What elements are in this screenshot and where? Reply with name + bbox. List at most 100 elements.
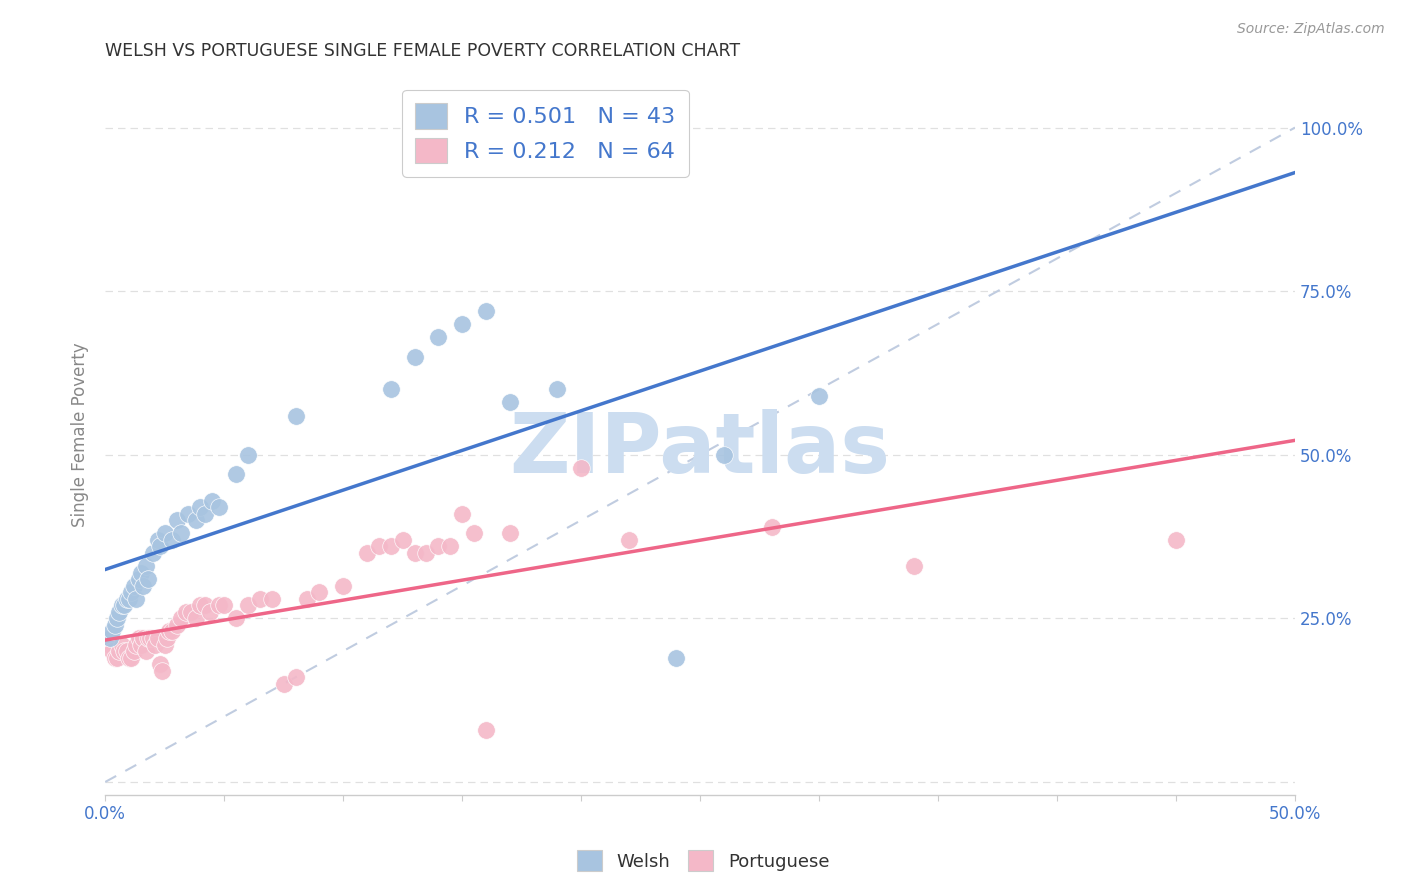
Point [105, 650, 128, 665]
Point [713, 448, 735, 462]
Point [225, 611, 247, 625]
Point [105, 611, 128, 625]
Point [153, 638, 176, 652]
Legend: Welsh, Portuguese: Welsh, Portuguese [569, 843, 837, 879]
Text: Source: ZipAtlas.com: Source: ZipAtlas.com [1237, 22, 1385, 37]
Point [108, 644, 131, 658]
Point [112, 644, 135, 658]
Point [208, 599, 231, 613]
Point [98, 631, 121, 645]
Point [135, 644, 157, 658]
Point [475, 723, 498, 737]
Point [308, 585, 330, 599]
Point [284, 409, 307, 423]
Point [1164, 533, 1187, 547]
Point [617, 533, 640, 547]
Point [146, 533, 169, 547]
Point [111, 599, 134, 613]
Point [146, 631, 169, 645]
Point [427, 330, 450, 344]
Point [101, 644, 124, 658]
Point [115, 644, 138, 658]
Point [190, 599, 212, 613]
Point [143, 638, 166, 652]
Point [156, 631, 179, 645]
Point [160, 533, 183, 547]
Point [98, 638, 121, 652]
Point [367, 540, 389, 554]
Point [451, 507, 474, 521]
Point [115, 591, 138, 606]
Point [142, 546, 165, 560]
Point [125, 638, 148, 652]
Point [356, 546, 378, 560]
Point [153, 526, 176, 541]
Point [198, 605, 221, 619]
Point [166, 513, 188, 527]
Point [225, 467, 247, 482]
Point [132, 579, 155, 593]
Point [170, 526, 193, 541]
Point [475, 303, 498, 318]
Text: WELSH VS PORTUGUESE SINGLE FEMALE POVERTY CORRELATION CHART: WELSH VS PORTUGUESE SINGLE FEMALE POVERT… [105, 42, 741, 60]
Point [104, 650, 127, 665]
Point [150, 664, 173, 678]
Point [332, 579, 354, 593]
Point [142, 631, 165, 645]
Point [569, 461, 592, 475]
Legend: R = 0.501   N = 43, R = 0.212   N = 64: R = 0.501 N = 43, R = 0.212 N = 64 [402, 90, 689, 177]
Point [149, 657, 172, 672]
Point [160, 624, 183, 639]
Point [112, 599, 135, 613]
Y-axis label: Single Female Poverty: Single Female Poverty [72, 343, 89, 527]
Point [139, 631, 162, 645]
Point [463, 526, 485, 541]
Point [108, 605, 131, 619]
Point [201, 493, 224, 508]
Point [122, 644, 145, 658]
Point [170, 611, 193, 625]
Point [129, 566, 152, 580]
Point [194, 507, 217, 521]
Point [284, 670, 307, 684]
Point [380, 382, 402, 396]
Point [120, 585, 142, 599]
Point [184, 611, 207, 625]
Point [427, 540, 450, 554]
Point [212, 599, 235, 613]
Point [122, 579, 145, 593]
Point [439, 540, 461, 554]
Point [118, 591, 141, 606]
Point [194, 599, 217, 613]
Point [180, 605, 202, 619]
Point [391, 533, 413, 547]
Point [136, 572, 159, 586]
Point [128, 572, 150, 586]
Point [546, 382, 568, 396]
Point [104, 618, 127, 632]
Text: ZIPatlas: ZIPatlas [509, 409, 890, 490]
Point [128, 631, 150, 645]
Point [132, 631, 155, 645]
Point [120, 650, 142, 665]
Point [135, 559, 157, 574]
Point [665, 650, 688, 665]
Point [451, 317, 474, 331]
Point [136, 631, 159, 645]
Point [118, 650, 141, 665]
Point [249, 591, 271, 606]
Point [208, 500, 231, 515]
Point [297, 591, 319, 606]
Point [149, 540, 172, 554]
Point [177, 507, 200, 521]
Point [499, 526, 522, 541]
Point [260, 591, 283, 606]
Point [808, 389, 831, 403]
Point [903, 559, 925, 574]
Point [125, 591, 148, 606]
Point [174, 605, 197, 619]
Point [166, 618, 188, 632]
Point [159, 624, 181, 639]
Point [273, 677, 295, 691]
Point [236, 599, 259, 613]
